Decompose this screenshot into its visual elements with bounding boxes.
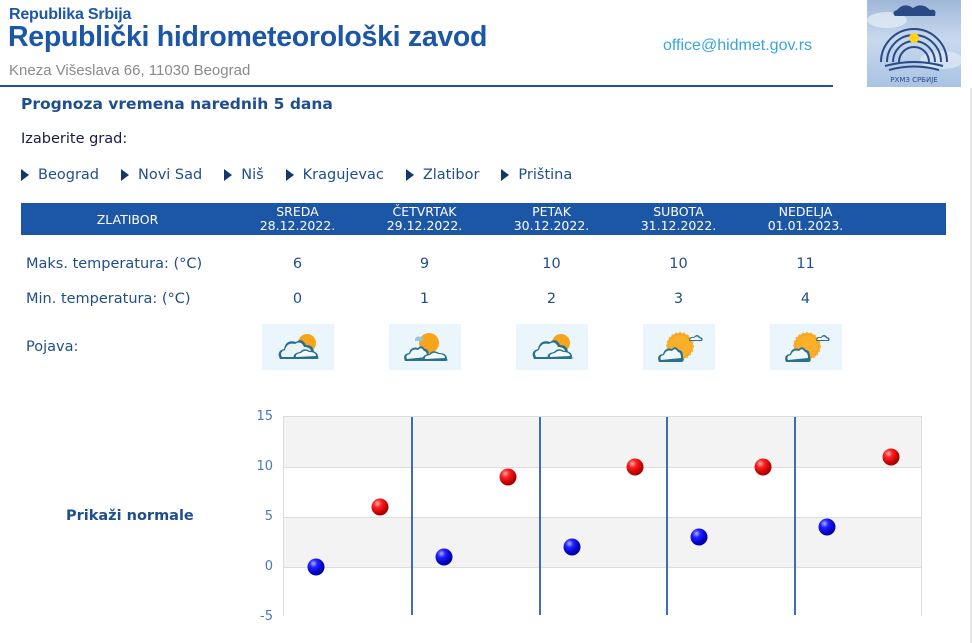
rhmz-logo[interactable]: РХМЗ СРБИЈЕ (867, 0, 961, 87)
header-address: Kneza Višeslava 66, 11030 Beograd (9, 62, 251, 79)
page-title: Prognoza vremena narednih 5 dana (21, 95, 333, 113)
cloudy-with-sun-icon (261, 324, 334, 370)
y-tick-label: 15 (256, 409, 273, 424)
min-temp-point[interactable] (563, 538, 581, 556)
max-temp-point[interactable] (754, 458, 772, 476)
phenomenon-row: Pojava: (21, 324, 869, 370)
grid-band (284, 517, 921, 567)
grid-line (284, 467, 921, 468)
max-temp-point[interactable] (371, 498, 389, 516)
cloudy-with-sun-icon (515, 324, 588, 370)
logo-emblem-icon: РХМЗ СРБИЈЕ (867, 5, 961, 84)
arrow-right-icon (224, 169, 233, 181)
chart-plot-area (283, 416, 922, 617)
city-link-novi-sad[interactable]: Novi Sad (121, 167, 202, 183)
arrow-right-icon (121, 169, 129, 181)
choose-city-label: Izaberite grad: (21, 131, 128, 147)
city-link-zlatibor[interactable]: Zlatibor (405, 167, 479, 183)
day-separator (411, 417, 413, 615)
min-temp-value: 2 (546, 291, 557, 307)
arrow-right-icon (285, 169, 294, 181)
page-scrollbar[interactable] (970, 88, 972, 643)
mostly-sunny-icon (642, 324, 715, 370)
y-tick-label: 5 (264, 509, 273, 524)
city-link-kragujevac[interactable]: Kragujevac (285, 167, 384, 183)
city-link-pristina[interactable]: Priština (501, 167, 572, 183)
y-tick-label: 10 (256, 459, 273, 474)
max-temp-value: 9 (419, 256, 430, 272)
site-header: Republika Srbija Republički hidrometeoro… (0, 0, 972, 90)
grid-line (284, 567, 921, 568)
grid-line (284, 517, 921, 518)
max-temp-value: 10 (669, 256, 688, 272)
min-temp-point[interactable] (435, 548, 453, 566)
day-header: SUBOTA 31.12.2022. (640, 204, 717, 233)
max-temp-value: 10 (542, 256, 561, 272)
max-temp-label: Maks. temperatura: (°C) (26, 256, 203, 272)
min-temp-row: Min. temperatura: (°C) 0 1 2 3 4 (21, 289, 869, 309)
max-temp-value: 6 (292, 256, 303, 272)
forecast-table: ZLATIBOR SREDA 28.12.2022. ČETVRTAK 29.12.… (21, 203, 946, 370)
min-temp-point[interactable] (818, 518, 836, 536)
header-superscript: Republika Srbija (9, 6, 132, 23)
max-temp-point[interactable] (882, 448, 900, 466)
show-normals-link[interactable]: Prikaži normale (66, 508, 194, 524)
arrow-right-icon (21, 169, 29, 181)
temperature-chart: 15 10 5 0 -5 (240, 400, 940, 643)
max-temp-row: Maks. temperatura: (°C) 6 9 10 10 11 (21, 254, 869, 274)
grid-band (284, 417, 921, 467)
min-temp-value: 0 (292, 291, 303, 307)
max-temp-point[interactable] (626, 458, 644, 476)
day-header: ČETVRTAK 29.12.2022. (386, 204, 463, 233)
y-tick-label: 0 (264, 559, 273, 574)
min-temp-point[interactable] (307, 558, 325, 576)
max-temp-value: 11 (796, 256, 815, 272)
day-header: NEDELJA 01.01.2023. (767, 204, 844, 233)
min-temp-label: Min. temperatura: (°C) (26, 291, 191, 307)
email-link[interactable]: office@hidmet.gov.rs (663, 37, 813, 54)
y-tick-label: -5 (260, 609, 273, 624)
phenomenon-label: Pojava: (26, 339, 79, 355)
city-link-beograd[interactable]: Beograd (21, 167, 99, 183)
min-temp-value: 1 (419, 291, 430, 307)
max-temp-point[interactable] (499, 468, 517, 486)
forecast-city-name: ZLATIBOR (96, 211, 159, 227)
forecast-header-row: ZLATIBOR SREDA 28.12.2022. ČETVRTAK 29.12.… (21, 203, 946, 235)
city-link-nis[interactable]: Niš (224, 167, 264, 183)
grid-band (284, 467, 921, 517)
city-links: Beograd Novi Sad Niš Kragujevac Zlatibor… (21, 167, 594, 183)
grid-band (284, 567, 921, 617)
arrow-right-icon (405, 169, 414, 181)
day-separator (794, 417, 796, 615)
min-temp-value: 4 (800, 291, 811, 307)
day-header: PETAK 30.12.2022. (513, 204, 590, 233)
day-separator (666, 417, 668, 615)
min-temp-point[interactable] (690, 528, 708, 546)
arrow-right-icon (501, 169, 510, 181)
mostly-sunny-icon (769, 324, 842, 370)
day-separator (539, 417, 541, 615)
partly-cloudy-icon (388, 324, 461, 370)
min-temp-value: 3 (673, 291, 684, 307)
header-title[interactable]: Republički hidrometeorološki zavod (8, 21, 488, 53)
day-header: SREDA 28.12.2022. (259, 204, 336, 233)
header-divider (0, 85, 833, 87)
svg-text:РХМЗ СРБИЈЕ: РХМЗ СРБИЈЕ (890, 76, 937, 84)
